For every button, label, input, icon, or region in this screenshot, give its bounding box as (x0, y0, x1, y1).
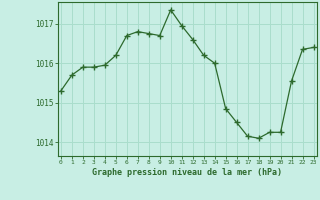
X-axis label: Graphe pression niveau de la mer (hPa): Graphe pression niveau de la mer (hPa) (92, 168, 282, 177)
